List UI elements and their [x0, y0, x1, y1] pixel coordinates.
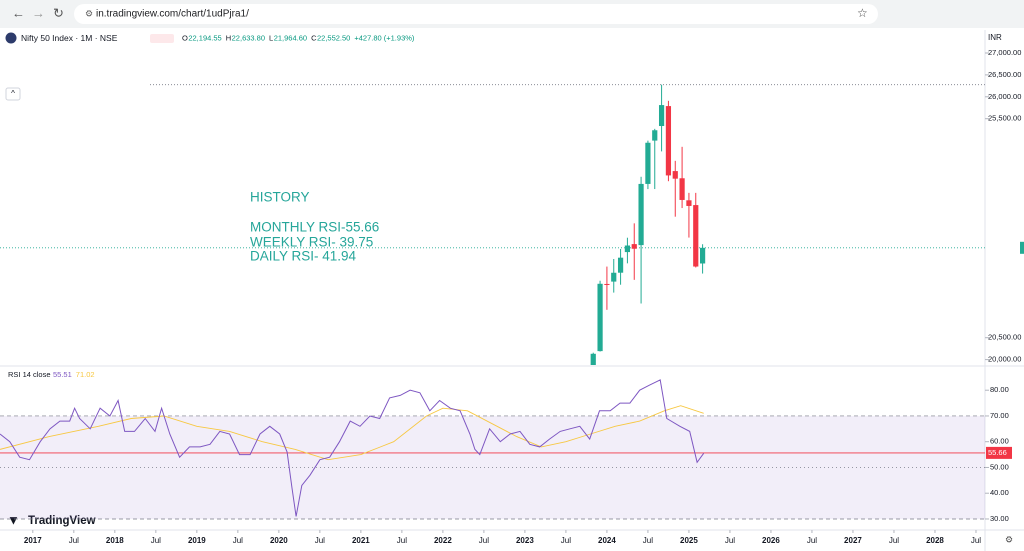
address-bar[interactable] [74, 4, 878, 24]
x-tick-label: Jul [151, 536, 161, 545]
candle-body [658, 105, 665, 127]
candle-body [686, 200, 692, 206]
forward-button[interactable]: → [32, 5, 45, 20]
reload-button[interactable]: ↻ [53, 5, 64, 20]
hline-tag [986, 446, 1012, 459]
ohlc-value: 21,964.60 [274, 33, 307, 42]
x-tick-label: 2021 [352, 536, 370, 545]
candle-body [631, 244, 637, 249]
rsi-y-tick-label: 70.00 [990, 411, 1009, 420]
candle-body [617, 257, 624, 273]
compare-icon[interactable] [150, 34, 174, 43]
y-tick-label: 26,000.00 [988, 92, 1021, 101]
x-tick-label: Jul [807, 536, 817, 545]
x-tick-label: Jul [397, 536, 407, 545]
rsi-y-tick-label: 30.00 [990, 514, 1009, 523]
x-tick-label: 2022 [434, 536, 452, 545]
candle-body [645, 142, 651, 184]
candle-body [590, 353, 596, 365]
settings-icon[interactable]: ⚙ [1005, 534, 1013, 544]
ohlc-row: O 22,194.55 H 22,633.80 L 21,964.60 C 22,552.50… [182, 33, 415, 42]
rsi-value: 71.02 [76, 370, 95, 379]
x-tick-label: Jul [69, 536, 79, 545]
candle-body [611, 272, 617, 282]
last-price-tag [1020, 241, 1024, 254]
x-tick-label: 2026 [762, 536, 780, 545]
y-tick-label: 20,000.00 [988, 355, 1021, 364]
brand: ▼ TradingView [7, 512, 96, 527]
symbol-logo [5, 32, 17, 44]
x-tick-label: 2018 [106, 536, 124, 545]
candle-body [665, 106, 672, 176]
collapse-icon[interactable]: ^ [11, 89, 15, 98]
x-tick-label: 2028 [926, 536, 944, 545]
candle-body [693, 205, 699, 267]
back-button[interactable]: ← [12, 5, 25, 20]
annotation-line: WEEKLY RSI- 39.75 [250, 235, 373, 250]
x-tick-label: 2027 [844, 536, 862, 545]
symbol-name[interactable]: Nifty 50 Index · 1M · NSE [21, 33, 118, 43]
rsi-y-tick-label: 40.00 [990, 488, 1009, 497]
x-tick-label: 2020 [270, 536, 288, 545]
brand-name: TradingView [28, 515, 96, 527]
x-tick-label: 2024 [598, 536, 616, 545]
bookmark-star[interactable]: ☆ [857, 6, 868, 20]
rsi-line [0, 379, 705, 517]
x-tick-label: Jul [315, 536, 325, 545]
candle-body [638, 183, 644, 246]
x-tick-label: 2019 [188, 536, 206, 545]
y-tick-label: 27,000.00 [988, 48, 1021, 57]
candle-body [652, 130, 658, 141]
site-info-icon[interactable]: ⚙ [85, 8, 93, 18]
price-unit: INR [988, 33, 1002, 42]
candles [0, 84, 985, 365]
brand-logo: ▼ [7, 512, 20, 527]
price-change: +427.80 (+1.93%) [354, 33, 415, 42]
url[interactable]: in.tradingview.com/chart/1udPjra1/ [96, 9, 249, 20]
y-tick-label: 26,500.00 [988, 70, 1021, 79]
x-tick-label: Jul [233, 536, 243, 545]
rsi-y-tick-label: 50.00 [990, 462, 1009, 471]
ohlc-key: O [182, 33, 188, 42]
candle-body [699, 247, 706, 264]
x-tick-label: Jul [643, 536, 653, 545]
x-tick-label: 2023 [516, 536, 534, 545]
x-tick-label: 2017 [24, 536, 42, 545]
candle-body [672, 171, 678, 179]
rsi-pane [0, 379, 985, 520]
hline-label: 55.66 [988, 448, 1007, 457]
annotation-line: DAILY RSI- 41.94 [250, 249, 357, 264]
x-tick-label: 2025 [680, 536, 698, 545]
ohlc-value: 22,633.80 [232, 33, 265, 42]
y-tick-label: 25,500.00 [988, 114, 1021, 123]
candle-body [679, 178, 685, 200]
candle-body [597, 283, 603, 352]
ohlc-value: 22,194.55 [188, 33, 221, 42]
annotation-line: MONTHLY RSI-55.66 [250, 220, 379, 235]
y-tick-label: 20,500.00 [988, 333, 1021, 342]
rsi-value: 55.51 [53, 370, 72, 379]
rsi-title: RSI 14 close [8, 370, 51, 379]
ohlc-key: L [269, 33, 273, 42]
x-tick-label: Jul [561, 536, 571, 545]
annotation-line: HISTORY [250, 190, 310, 205]
x-tick-label: Jul [889, 536, 899, 545]
ohlc-value: 22,552.50 [317, 33, 350, 42]
rsi-y-tick-label: 80.00 [990, 385, 1009, 394]
ohlc-key: H [226, 33, 231, 42]
candle-body [604, 283, 610, 285]
x-tick-label: Jul [971, 536, 981, 545]
x-tick-label: Jul [479, 536, 489, 545]
rsi-y-tick-label: 60.00 [990, 437, 1009, 446]
candle-body [624, 245, 631, 253]
collapse-button[interactable] [5, 87, 21, 101]
ohlc-key: C [311, 33, 317, 42]
x-tick-label: Jul [725, 536, 735, 545]
